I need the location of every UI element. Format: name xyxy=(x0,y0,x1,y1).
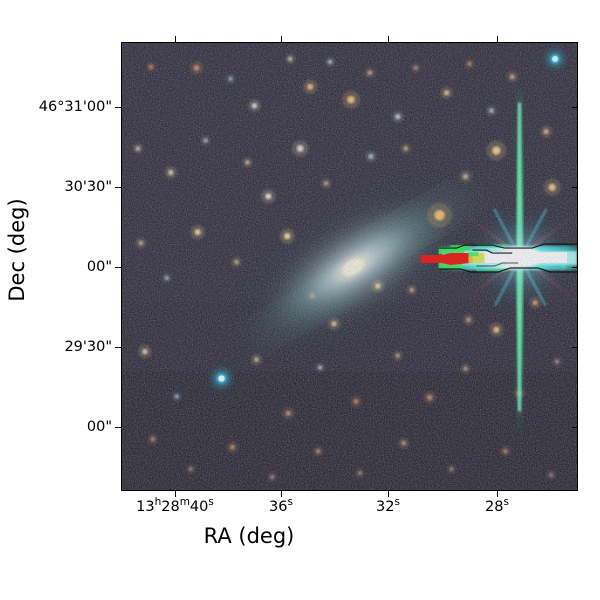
tick-y-right-2 xyxy=(572,267,578,269)
y-tick-label-1: 30'30" xyxy=(64,179,112,195)
sky-image-plot-area[interactable] xyxy=(121,42,578,491)
tick-x-top-1 xyxy=(281,36,283,42)
tick-x-top-3 xyxy=(497,36,499,42)
x-tick-label-2: 32s xyxy=(376,496,400,515)
x-axis-title: RA (deg) xyxy=(0,524,600,548)
tick-x-bottom-2 xyxy=(388,491,390,497)
y-tick-label-3: 29'30" xyxy=(64,339,112,355)
sky-noise-overlay xyxy=(122,43,577,490)
y-tick-label-2: 00" xyxy=(86,259,112,275)
tick-x-bottom-0 xyxy=(175,491,177,497)
tick-y-left-0 xyxy=(115,107,121,109)
x-tick-label-3: 28s xyxy=(485,496,509,515)
x-axis-title-text: RA (deg) xyxy=(203,524,295,548)
tick-y-right-3 xyxy=(572,347,578,349)
sky-image-canvas xyxy=(122,43,577,490)
tick-y-right-1 xyxy=(572,187,578,189)
y-tick-label-0: 46°31'00" xyxy=(38,99,112,115)
y-tick-label-4: 00" xyxy=(86,419,112,435)
x-tick-label-1: 36s xyxy=(269,496,293,515)
tick-x-bottom-1 xyxy=(281,491,283,497)
tick-y-left-3 xyxy=(115,347,121,349)
tick-x-top-2 xyxy=(388,36,390,42)
tick-x-bottom-3 xyxy=(497,491,499,497)
x-tick-label-0: 13h28m40s xyxy=(136,496,214,515)
y-axis-title: Dec (deg) xyxy=(5,198,29,302)
tick-y-left-1 xyxy=(115,187,121,189)
tick-y-right-0 xyxy=(572,107,578,109)
tick-y-left-4 xyxy=(115,427,121,429)
tick-x-top-0 xyxy=(175,36,177,42)
tick-y-right-4 xyxy=(572,427,578,429)
tick-y-left-2 xyxy=(115,267,121,269)
